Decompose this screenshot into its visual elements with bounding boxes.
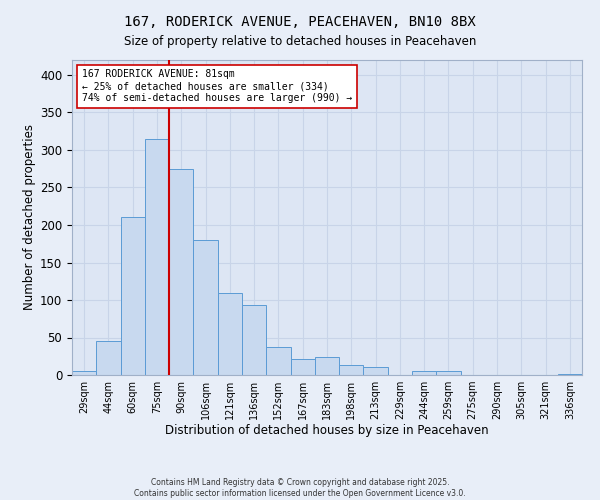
Bar [290,358,315,375]
Bar [364,367,388,375]
Text: 167 RODERICK AVENUE: 81sqm
← 25% of detached houses are smaller (334)
74% of sem: 167 RODERICK AVENUE: 81sqm ← 25% of deta… [82,70,352,102]
Text: 167, RODERICK AVENUE, PEACEHAVEN, BN10 8BX: 167, RODERICK AVENUE, PEACEHAVEN, BN10 8… [124,15,476,29]
Bar [169,169,193,375]
Bar [436,370,461,375]
Text: Contains HM Land Registry data © Crown copyright and database right 2025.
Contai: Contains HM Land Registry data © Crown c… [134,478,466,498]
Y-axis label: Number of detached properties: Number of detached properties [23,124,36,310]
Bar [193,240,218,375]
Bar [242,305,266,375]
Bar [266,346,290,375]
Bar [339,364,364,375]
Bar [218,292,242,375]
Bar [145,138,169,375]
Text: Size of property relative to detached houses in Peacehaven: Size of property relative to detached ho… [124,35,476,48]
Bar [558,374,582,375]
Bar [121,218,145,375]
Bar [412,371,436,375]
Bar [315,357,339,375]
Bar [72,371,96,375]
X-axis label: Distribution of detached houses by size in Peacehaven: Distribution of detached houses by size … [165,424,489,436]
Bar [96,341,121,375]
